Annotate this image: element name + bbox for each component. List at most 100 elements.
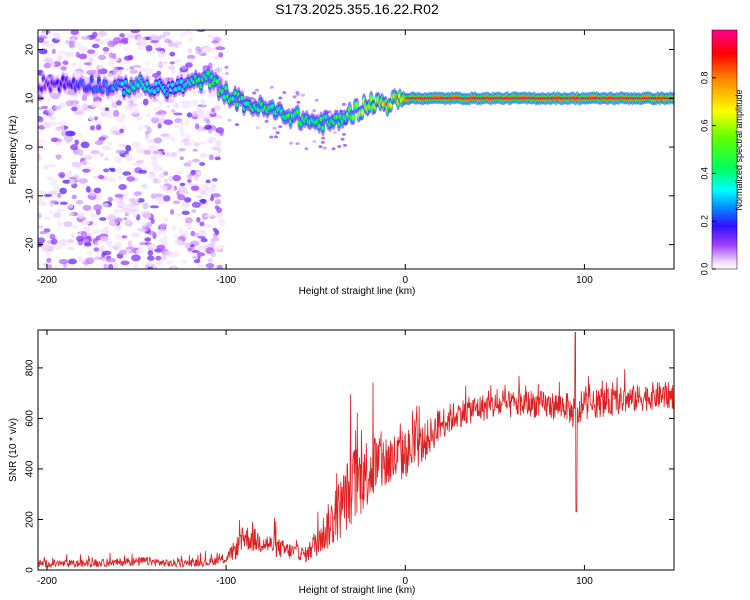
heatmap-cell [199, 162, 206, 166]
heatmap-cell [77, 212, 86, 220]
heatmap-cell [68, 41, 75, 48]
heatmap-cell [108, 60, 116, 67]
heatmap-cell [56, 221, 63, 227]
heatmap-cell [147, 173, 157, 180]
heatmap-cell [124, 55, 133, 61]
heatmap-cell [121, 37, 129, 42]
heatmap-cell [78, 178, 88, 184]
heatmap-cell [165, 92, 169, 97]
heatmap-cell [136, 227, 146, 232]
heatmap-cell [215, 139, 222, 147]
heatmap-cell [57, 120, 67, 126]
heatmap-cell [156, 152, 164, 158]
heatmap-cell [59, 125, 65, 132]
heatmap-cell [53, 244, 63, 250]
heatmap-cell [161, 61, 169, 65]
heatmap-cell [53, 265, 60, 269]
heatmap-cell [172, 174, 181, 182]
heatmap-cell [117, 202, 125, 207]
heatmap-cell [108, 263, 114, 269]
heatmap-cell [192, 148, 198, 152]
heatmap-cell [86, 250, 93, 255]
heatmap-cell [301, 93, 305, 97]
heatmap-cell [38, 190, 48, 195]
heatmap-cell [147, 255, 155, 261]
spectrogram-frame [37, 29, 675, 270]
heatmap-cell [312, 139, 317, 143]
heatmap-cell [125, 98, 130, 105]
heatmap-cell [118, 184, 127, 190]
heatmap-cell [148, 144, 158, 152]
heatmap-cell [172, 251, 180, 257]
heatmap-cell [314, 98, 319, 102]
heatmap-cell [59, 187, 67, 195]
heatmap-cell [88, 56, 94, 64]
heatmap-cell [51, 48, 56, 55]
heatmap-cell [84, 62, 92, 66]
heatmap-cell [147, 266, 153, 269]
heatmap-cell [204, 124, 213, 130]
heatmap-cell [180, 104, 187, 108]
heatmap-cell [88, 115, 95, 121]
heatmap-cell [38, 225, 44, 229]
heatmap-cell [174, 59, 182, 63]
heatmap-cell [65, 100, 75, 107]
heatmap-cell [187, 178, 192, 183]
heatmap-cell [65, 130, 75, 137]
heatmap-cell [94, 38, 101, 42]
heatmap-cell [200, 198, 207, 205]
heatmap-cell [140, 221, 148, 227]
heatmap-cell [153, 115, 159, 119]
heatmap-cell [332, 131, 337, 134]
heatmap-cell [210, 184, 217, 188]
heatmap-cell [141, 183, 148, 190]
heatmap-cell [71, 106, 78, 112]
heatmap-cell [151, 264, 158, 269]
heatmap-cell [184, 197, 192, 203]
heatmap-cell [85, 257, 95, 265]
heatmap-cell [128, 197, 135, 203]
heatmap-cell [137, 45, 143, 51]
heatmap-cell [341, 102, 346, 106]
heatmap-cell [295, 142, 300, 146]
heatmap-cell [319, 116, 323, 122]
heatmap-cell [112, 110, 120, 117]
heatmap-cell [38, 154, 41, 161]
heatmap-cell [187, 48, 193, 54]
heatmap-cell [124, 153, 131, 161]
y-tick-label: 10 [25, 92, 36, 104]
heatmap-cell [125, 248, 131, 253]
heatmap-cell [129, 103, 138, 107]
heatmap-cell [47, 264, 53, 269]
heatmap-cell [72, 99, 79, 107]
heatmap-cell [148, 261, 153, 267]
heatmap-cell [92, 175, 99, 180]
heatmap-cell [321, 136, 326, 140]
heatmap-cell [82, 218, 91, 225]
x-tick-label: -100 [216, 275, 236, 286]
heatmap-cell [198, 188, 203, 195]
heatmap-cell [91, 229, 102, 234]
heatmap-cell [179, 182, 186, 187]
heatmap-cell [196, 114, 206, 119]
heatmap-cell [208, 136, 216, 142]
heatmap-cell [191, 255, 199, 260]
heatmap-cell [282, 91, 287, 94]
heatmap-cell [190, 230, 196, 237]
heatmap-cell [106, 141, 114, 146]
heatmap-cell [184, 119, 190, 126]
heatmap-cell [53, 105, 62, 110]
heatmap-cell [38, 111, 42, 116]
heatmap-cell [53, 212, 62, 219]
heatmap-cell [73, 110, 84, 116]
heatmap-cell [158, 100, 163, 107]
heatmap-cell [174, 125, 184, 129]
colorbar-tick-label: 0.2 [699, 215, 709, 228]
heatmap-cell [190, 101, 199, 106]
heatmap-cell [162, 234, 168, 241]
heatmap-cell [39, 86, 44, 92]
heatmap-cell [212, 227, 218, 232]
heatmap-cell [138, 67, 146, 73]
heatmap-cell [97, 174, 105, 180]
heatmap-cell [38, 37, 45, 43]
